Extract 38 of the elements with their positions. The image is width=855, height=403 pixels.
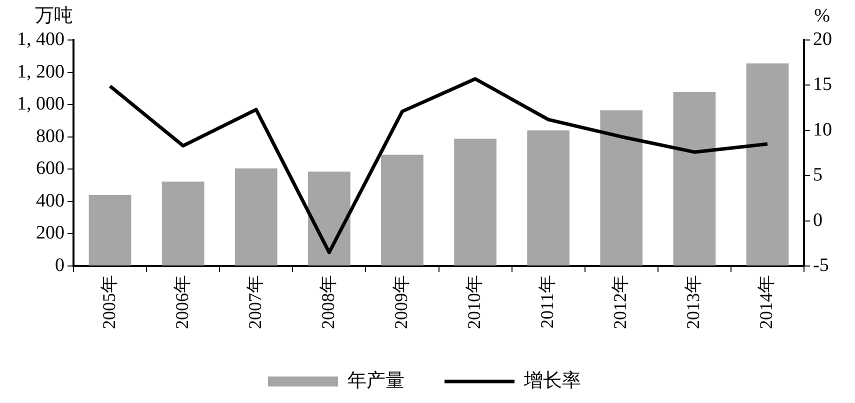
bar bbox=[600, 110, 643, 266]
y-tick-label: 600 bbox=[36, 158, 64, 180]
bar bbox=[673, 92, 716, 266]
y-tick-label: 0 bbox=[55, 254, 64, 276]
y-axis-title: 万吨 bbox=[35, 5, 73, 26]
x-tick-label: 2014年 bbox=[756, 275, 776, 329]
x-tick-label: 2013年 bbox=[683, 275, 704, 329]
bar bbox=[454, 138, 496, 266]
y-tick-label: 1, 000 bbox=[17, 94, 64, 115]
x-tick-label: 2012年 bbox=[610, 275, 630, 329]
legend-label: 年产量 bbox=[348, 370, 404, 392]
bar bbox=[746, 63, 789, 266]
y2-tick-label: -5 bbox=[813, 254, 829, 276]
bar bbox=[234, 168, 278, 266]
x-tick-label: 2005年 bbox=[98, 275, 119, 329]
x-tick-label: 2011年 bbox=[537, 275, 558, 328]
x-tick-label: 2008年 bbox=[318, 275, 338, 329]
y-tick-label: 1, 400 bbox=[17, 28, 64, 50]
x-tick-label: 2009年 bbox=[390, 275, 411, 329]
bar bbox=[381, 154, 424, 266]
y2-tick-label: 5 bbox=[813, 164, 822, 186]
legend-label: 增长率 bbox=[523, 369, 581, 392]
y2-tick-label: 20 bbox=[813, 28, 832, 50]
y-tick-label: 1, 200 bbox=[17, 61, 64, 82]
y2-tick-label: 15 bbox=[813, 74, 832, 96]
bar bbox=[527, 130, 570, 266]
bar bbox=[308, 172, 350, 266]
y-tick-label: 200 bbox=[36, 222, 64, 244]
bar bbox=[162, 182, 204, 266]
y2-tick-label: 10 bbox=[813, 119, 832, 140]
y-tick-label: 400 bbox=[36, 190, 64, 212]
y2-axis-title: % bbox=[814, 5, 830, 26]
y2-tick-label: 0 bbox=[813, 210, 822, 231]
x-tick-label: 2006年 bbox=[172, 275, 192, 329]
y-tick-label: 800 bbox=[36, 126, 64, 147]
x-tick-label: 2010年 bbox=[464, 275, 484, 329]
bar bbox=[88, 194, 132, 266]
x-tick-label: 2007年 bbox=[244, 275, 265, 329]
